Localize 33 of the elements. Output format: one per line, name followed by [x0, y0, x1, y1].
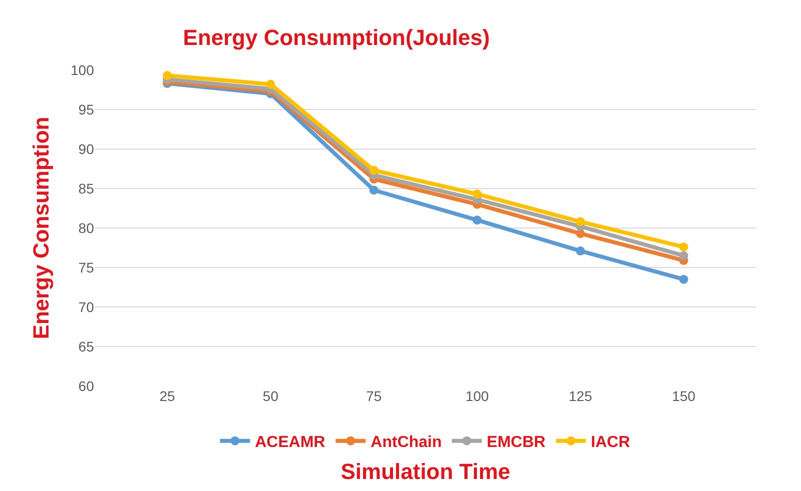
- point: [576, 246, 585, 256]
- point: [679, 274, 688, 284]
- point: [266, 80, 276, 89]
- y-tick-label: 65: [78, 338, 94, 354]
- y-tick-label: 90: [78, 140, 94, 157]
- y-tick-label: 60: [78, 378, 94, 394]
- x-tick-label: 25: [160, 388, 176, 404]
- y-tick-label: 85: [78, 180, 94, 196]
- x-tick-label: 75: [366, 388, 382, 404]
- y-tick-label: 95: [78, 101, 94, 118]
- y-axis-title: Energy Consumption: [28, 116, 54, 340]
- point: [576, 217, 585, 226]
- y-tick-label: 70: [78, 298, 94, 315]
- point: [369, 166, 378, 175]
- y-tick-label: 80: [78, 220, 94, 236]
- x-tick-label: 125: [568, 388, 592, 404]
- point: [472, 190, 482, 199]
- legend-label: ACEAMR: [255, 434, 326, 452]
- point: [472, 216, 482, 225]
- x-tick-label: 100: [465, 388, 490, 404]
- x-axis-title: Simulation Time: [340, 458, 510, 484]
- point: [679, 242, 688, 252]
- point: [162, 71, 172, 80]
- x-tick-label: 50: [262, 388, 279, 404]
- x-tick-label: 150: [672, 388, 696, 404]
- point: [369, 186, 378, 195]
- point: [679, 251, 688, 260]
- legend-label: IACR: [590, 434, 630, 452]
- y-tick-label: 75: [78, 259, 94, 276]
- chart-title: Energy Consumption(Joules): [183, 24, 490, 50]
- legend-label: EMCBR: [486, 434, 546, 452]
- legend-label: AntChain: [370, 434, 442, 452]
- y-tick-label: 100: [70, 62, 94, 78]
